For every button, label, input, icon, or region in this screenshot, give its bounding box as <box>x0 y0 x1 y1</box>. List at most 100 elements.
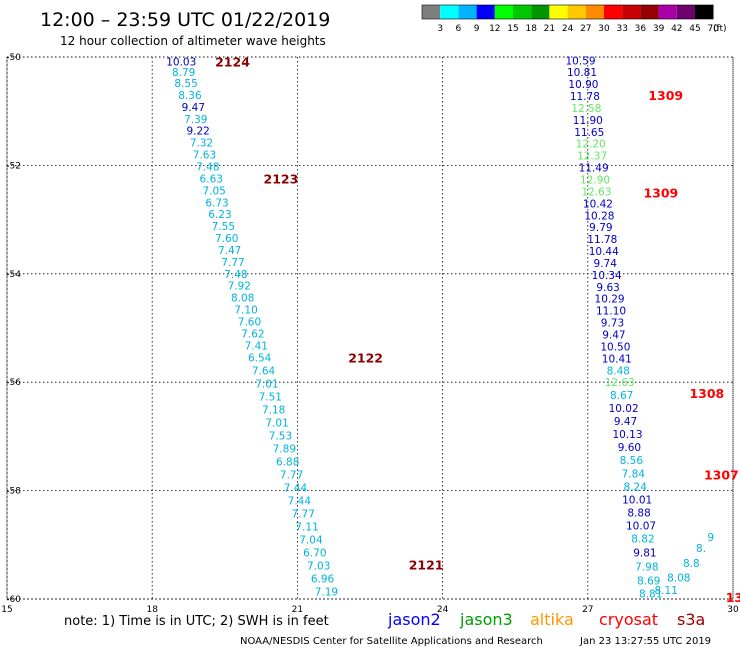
x-tick-label: 21 <box>292 605 303 615</box>
wave-height-value: 8.82 <box>631 533 654 545</box>
wave-height-value: 12.37 <box>577 151 607 163</box>
wave-height-value: 10.01 <box>622 494 652 506</box>
y-tick-label: -54 <box>6 270 21 280</box>
color-scale-label: 15 <box>507 24 518 34</box>
axis-tick-labels: 15 18 21 24 27 30-50-52-54-56-58-60 <box>1 53 739 615</box>
wave-height-value: 7.64 <box>252 365 276 377</box>
color-swatch <box>567 5 586 19</box>
wave-height-value: 8.08 <box>231 293 254 305</box>
wave-height-value: 7.62 <box>241 328 264 340</box>
wave-height-value: 10.13 <box>612 429 642 441</box>
wave-height-value: 10.41 <box>602 353 632 365</box>
wave-height-value: 10.07 <box>626 520 656 532</box>
x-tick-label: 15 <box>1 605 12 615</box>
color-swatch <box>476 5 495 19</box>
wave-height-value: 8.36 <box>178 90 202 102</box>
wave-height-value: 8. <box>696 543 706 555</box>
wave-height-value: 8.79 <box>172 67 195 79</box>
color-swatch <box>676 5 695 19</box>
footer-note: note: 1) Time is in UTC; 2) SWH is in fe… <box>64 614 329 629</box>
wave-height-value: 8.11 <box>655 585 678 597</box>
wave-height-value: 8.24 <box>624 481 648 493</box>
color-swatch <box>658 5 677 19</box>
wave-height-value: 7.44 <box>288 495 312 507</box>
legend-jason3: jason3 <box>459 610 513 629</box>
y-tick-label: -50 <box>6 53 21 63</box>
color-swatch <box>604 5 623 19</box>
color-scale-label: 33 <box>616 24 627 34</box>
pass-id-label: 1307 <box>704 467 739 482</box>
color-scale-label: 18 <box>525 24 537 34</box>
y-tick-label: -56 <box>6 378 21 388</box>
wave-height-value: 12.63 <box>581 186 611 198</box>
plot-marks: 10.038.798.558.369.477.399.227.327.637.4… <box>166 54 740 604</box>
wave-height-value: 10.59 <box>566 55 596 67</box>
pass-id-label: 1309 <box>643 186 678 201</box>
wave-height-value: 9.73 <box>601 318 624 330</box>
color-scale-label: 30 <box>598 24 610 34</box>
wave-height-value: 6.73 <box>205 197 228 209</box>
wave-height-value: 6.96 <box>311 573 335 585</box>
wave-height-value: 12.20 <box>576 139 606 151</box>
wave-height-value: 10.34 <box>592 270 622 282</box>
wave-height-value: 7.01 <box>255 378 278 390</box>
wave-height-value: 7.11 <box>295 521 318 533</box>
color-swatch <box>440 5 459 19</box>
pass-id-label: 1308 <box>689 386 724 401</box>
wave-height-value: 7.19 <box>315 586 338 598</box>
wave-height-value: 7.10 <box>234 305 257 317</box>
wave-height-value: 12.90 <box>580 174 610 186</box>
color-scale-border <box>421 4 714 20</box>
color-swatch <box>585 5 604 19</box>
wave-height-value: 7.60 <box>238 316 261 328</box>
wave-height-value: 9.63 <box>596 282 619 294</box>
wave-height-value: 9.47 <box>182 102 205 114</box>
color-scale-label: 9 <box>474 24 480 34</box>
legend-altika: altika <box>530 610 574 629</box>
color-swatch <box>513 5 532 19</box>
wave-height-value: 8.55 <box>174 78 197 90</box>
wave-height-value: 9.47 <box>614 416 637 428</box>
wave-height-value: 7.18 <box>262 404 285 416</box>
wave-height-value: 11.78 <box>570 91 600 103</box>
wave-height-value: 7.84 <box>622 468 646 480</box>
wave-height-value: 7.05 <box>202 185 225 197</box>
wave-height-value: 6.63 <box>200 173 223 185</box>
wave-height-value: 7.04 <box>299 534 323 546</box>
pass-id-label: 2121 <box>409 557 444 572</box>
y-tick-label: -60 <box>6 595 21 605</box>
color-scale-label: 45 <box>689 24 700 34</box>
chart-subtitle: 12 hour collection of altimeter wave hei… <box>60 34 326 48</box>
color-scale-bar: 3 6 9 12 15 18 21 24 27 30 33 36 39 42 45 70 <box>421 4 719 34</box>
color-swatch <box>531 5 550 19</box>
wave-height-value: 7.48 <box>196 161 219 173</box>
wave-height-value: 7.44 <box>284 482 308 494</box>
wave-height-value: 7.53 <box>269 430 292 442</box>
wave-height-value: 8.67 <box>610 390 633 402</box>
color-scale-label: 12 <box>489 24 500 34</box>
color-scale-label: 70 <box>707 24 719 34</box>
footer-timestamp: Jan 23 13:27:55 UTC 2019 <box>579 636 711 647</box>
color-scale-label: 21 <box>544 24 555 34</box>
x-tick-label: 24 <box>437 605 449 615</box>
wave-height-value: 7.39 <box>184 114 207 126</box>
wave-height-value: 9.47 <box>602 330 625 342</box>
wave-height-value: 7.48 <box>224 269 247 281</box>
color-swatch <box>458 5 477 19</box>
color-swatch <box>494 5 513 19</box>
wave-height-value: 10.50 <box>600 341 630 353</box>
plot-grid <box>6 56 734 600</box>
plot-frame <box>6 56 734 600</box>
wave-height-value: 8.08 <box>667 572 690 584</box>
wave-height-value: 9.74 <box>594 258 618 270</box>
wave-height-value: 7.47 <box>218 245 241 257</box>
chart-title: 12:00 – 23:59 UTC 01/22/2019 <box>40 9 330 31</box>
y-tick-label: -52 <box>6 161 21 171</box>
wave-height-value: 6.70 <box>303 547 326 559</box>
pass-id-label: 2123 <box>264 171 299 186</box>
color-scale-label: 39 <box>653 24 665 34</box>
wave-height-value: 7.77 <box>280 469 303 481</box>
wave-height-value: 7.41 <box>245 340 268 352</box>
wave-height-value: 7.77 <box>292 508 315 520</box>
wave-height-value: 10.44 <box>589 246 619 258</box>
